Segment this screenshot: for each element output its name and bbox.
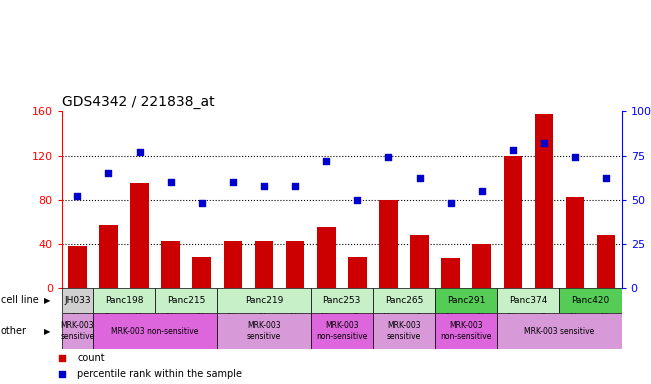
Point (290, 182, 300, 189)
Text: count: count (77, 353, 105, 362)
Bar (317, 227, 335, 288)
Bar (161, 240, 180, 288)
Bar (373, 313, 435, 349)
Bar (255, 240, 273, 288)
Bar (155, 288, 217, 313)
Text: MRK-003
sensitive: MRK-003 sensitive (247, 321, 281, 341)
Bar (223, 240, 242, 288)
Bar (410, 235, 429, 288)
Bar (435, 313, 497, 349)
Bar (193, 257, 211, 288)
Text: JH033: JH033 (64, 296, 90, 305)
Point (72, 193, 83, 199)
Bar (130, 183, 149, 288)
Bar (441, 258, 460, 288)
Bar (503, 156, 522, 288)
Text: Panc219: Panc219 (245, 296, 283, 305)
Bar (566, 197, 585, 288)
Text: other: other (1, 326, 27, 336)
Point (601, 175, 611, 182)
Bar (379, 200, 398, 288)
Point (228, 179, 238, 185)
Point (321, 158, 331, 164)
Text: cell line: cell line (1, 295, 38, 306)
Point (477, 188, 487, 194)
Bar (99, 225, 118, 288)
Bar (473, 244, 491, 288)
Text: percentile rank within the sample: percentile rank within the sample (77, 369, 242, 379)
Point (134, 149, 145, 155)
Point (570, 154, 580, 161)
Text: MRK-003
sensitive: MRK-003 sensitive (61, 321, 94, 341)
Text: Panc420: Panc420 (572, 296, 610, 305)
Point (414, 175, 424, 182)
Bar (62, 313, 93, 349)
Point (165, 179, 176, 185)
Bar (373, 288, 435, 313)
Point (197, 200, 207, 206)
Text: MRK-003
non-sensitive: MRK-003 non-sensitive (441, 321, 492, 341)
Point (508, 147, 518, 153)
Point (259, 182, 270, 189)
Bar (217, 288, 311, 313)
Bar (311, 313, 373, 349)
Bar (597, 235, 615, 288)
Bar (497, 313, 622, 349)
Text: ▶: ▶ (44, 327, 51, 336)
Text: Panc291: Panc291 (447, 296, 486, 305)
Text: Panc253: Panc253 (323, 296, 361, 305)
Text: MRK-003
sensitive: MRK-003 sensitive (387, 321, 421, 341)
Point (104, 170, 114, 176)
Bar (559, 288, 622, 313)
Bar (62, 288, 93, 313)
Text: Panc265: Panc265 (385, 296, 423, 305)
Text: ▶: ▶ (44, 296, 51, 305)
Bar (93, 288, 155, 313)
Point (57, 354, 67, 361)
Text: Panc198: Panc198 (105, 296, 143, 305)
Point (445, 200, 456, 206)
Bar (93, 313, 217, 349)
Bar (435, 288, 497, 313)
Bar (217, 313, 311, 349)
Text: GDS4342 / 221838_at: GDS4342 / 221838_at (62, 95, 214, 109)
Bar (286, 240, 305, 288)
Text: MRK-003 non-sensitive: MRK-003 non-sensitive (111, 327, 199, 336)
Text: Panc374: Panc374 (509, 296, 547, 305)
Point (57, 371, 67, 377)
Text: MRK-003
non-sensitive: MRK-003 non-sensitive (316, 321, 367, 341)
Bar (311, 288, 373, 313)
Bar (534, 114, 553, 288)
Point (383, 154, 394, 161)
Text: MRK-003 sensitive: MRK-003 sensitive (524, 327, 594, 336)
Point (539, 140, 549, 146)
Bar (348, 257, 367, 288)
Bar (68, 246, 87, 288)
Point (352, 197, 363, 203)
Text: Panc215: Panc215 (167, 296, 206, 305)
Bar (497, 288, 559, 313)
